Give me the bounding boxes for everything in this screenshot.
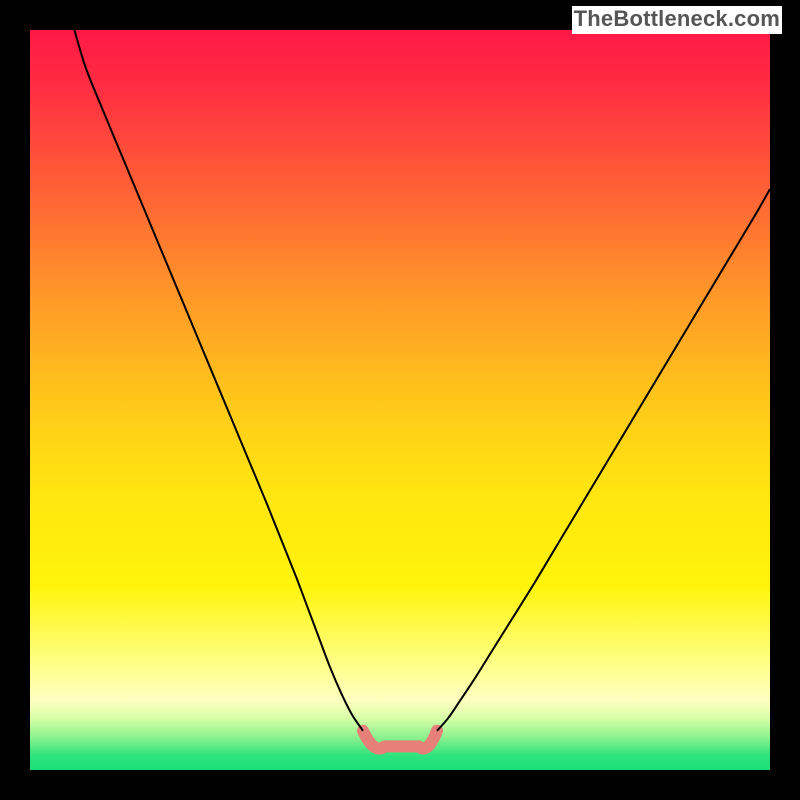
chart-frame: TheBottleneck.com [0, 0, 800, 800]
bottleneck-chart [0, 0, 800, 800]
plot-background [30, 30, 770, 770]
watermark-label: TheBottleneck.com [572, 6, 782, 34]
